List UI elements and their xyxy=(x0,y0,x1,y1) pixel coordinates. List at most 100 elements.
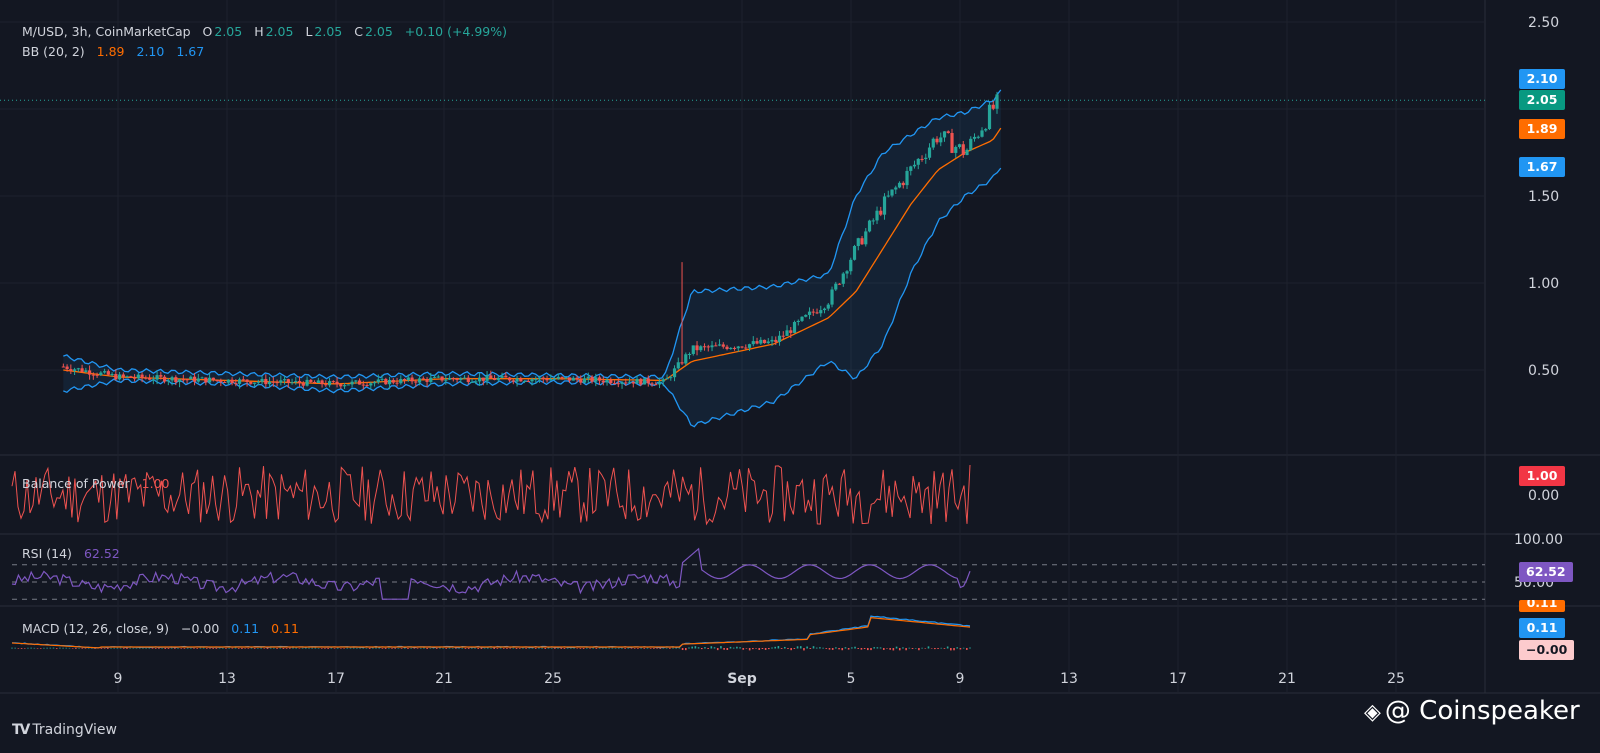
candle-body xyxy=(916,158,920,165)
macd-histogram-bar xyxy=(308,647,310,649)
x-tick-label: 17 xyxy=(1169,671,1187,687)
macd-histogram-bar xyxy=(170,647,173,649)
candle-body xyxy=(680,362,684,364)
candle-body xyxy=(744,347,748,349)
macd-histogram-bar xyxy=(448,647,451,649)
macd-histogram-bar xyxy=(918,648,920,651)
macd-histogram-bar xyxy=(327,648,329,649)
macd-histogram-bar xyxy=(285,648,288,649)
tradingview-logo[interactable]: TV TradingView xyxy=(12,722,117,738)
candle-body xyxy=(301,383,305,386)
bop-tick-label: 0.00 xyxy=(1528,488,1559,504)
macd-histogram-bar xyxy=(557,647,559,649)
macd-histogram-bar xyxy=(336,647,339,649)
candle-body xyxy=(980,130,984,137)
macd-histogram-bar xyxy=(771,647,773,649)
bb-mid-pill: 1.89 xyxy=(1519,119,1565,139)
macd-histogram-bar xyxy=(579,648,582,649)
macd-histogram-bar xyxy=(11,647,13,649)
macd-histogram-bar xyxy=(723,648,725,650)
candle-body xyxy=(882,196,887,215)
candle-body xyxy=(837,283,842,285)
macd-histogram-bar xyxy=(691,646,693,649)
candle-body xyxy=(294,381,298,383)
macd-histogram-bar xyxy=(343,648,345,649)
candle-body xyxy=(106,371,110,375)
bb-legend-upper: 2.10 xyxy=(136,44,165,59)
macd-histogram-bar xyxy=(84,648,87,649)
symbol-legend[interactable]: M/USD, 3h, CoinMarketCap O 2.05 H 2.05 L 2.… xyxy=(22,24,509,40)
macd-histogram-bar xyxy=(835,647,837,649)
macd-histogram-bar xyxy=(867,648,869,651)
candle-body xyxy=(777,335,782,342)
candle-body xyxy=(459,378,463,380)
candle-body xyxy=(687,353,692,355)
bb-legend[interactable]: BB (20, 2) 1.89 2.10 1.67 xyxy=(22,44,206,60)
candle-body xyxy=(455,378,459,380)
candle-body xyxy=(181,379,185,381)
candle-body xyxy=(954,147,958,153)
candle-body xyxy=(867,220,872,232)
macd-histogram-bar xyxy=(381,648,384,649)
candle-body xyxy=(826,304,830,309)
candle-body xyxy=(785,330,789,336)
macd-histogram-bar xyxy=(790,648,792,651)
candle-body xyxy=(185,379,189,381)
macd-histogram-bar xyxy=(659,648,662,649)
macd-histogram-bar xyxy=(812,646,815,649)
ohlc-c-value: 2.05 xyxy=(364,24,393,39)
macd-histogram-bar xyxy=(365,647,368,649)
candle-body xyxy=(316,380,320,384)
x-tick-label: 25 xyxy=(1387,671,1405,687)
macd-histogram-bar xyxy=(289,648,291,649)
macd-histogram-bar xyxy=(30,647,32,649)
rsi-legend[interactable]: RSI (14) 62.52 xyxy=(22,546,122,562)
candle-body xyxy=(699,346,703,351)
candle-body xyxy=(792,321,797,333)
candle-body xyxy=(384,378,388,385)
x-tick-label: 21 xyxy=(1278,671,1296,687)
macd-histogram-bar xyxy=(429,647,432,649)
candle-body xyxy=(987,104,992,130)
macd-histogram-bar xyxy=(953,648,955,651)
candle-body xyxy=(346,384,350,386)
bop-legend[interactable]: Balance of Power 1.00 xyxy=(22,476,171,492)
macd-histogram-bar xyxy=(870,648,872,651)
macd-histogram-bar xyxy=(257,647,259,649)
candle-body xyxy=(485,375,489,381)
macd-histogram-bar xyxy=(273,647,275,649)
macd-histogram-bar xyxy=(774,646,777,649)
candle-body xyxy=(972,136,977,139)
candle-body xyxy=(639,378,643,385)
candle-body xyxy=(275,382,279,384)
macd-histogram-bar xyxy=(49,647,52,649)
macd-histogram-bar xyxy=(761,648,764,650)
candlesticks xyxy=(61,91,999,390)
price-tick-label: 0.50 xyxy=(1528,363,1559,379)
candle-body xyxy=(444,379,448,381)
candle-body xyxy=(710,345,714,348)
macd-histogram-bar xyxy=(710,646,713,649)
candle-body xyxy=(541,377,545,379)
candle-body xyxy=(901,182,905,186)
macd-histogram-bar xyxy=(164,648,167,649)
macd-histogram-bar xyxy=(209,648,211,649)
macd-histogram-bar xyxy=(605,647,607,649)
candle-body xyxy=(440,376,444,381)
macd-histogram-bar xyxy=(656,648,658,649)
macd-legend[interactable]: MACD (12, 26, close, 9) −0.00 0.11 0.11 xyxy=(22,621,301,637)
candle-body xyxy=(470,381,474,383)
candle-body xyxy=(755,341,759,344)
macd-histogram-bar xyxy=(263,648,266,649)
macd-histogram-bar xyxy=(755,648,757,649)
macd-histogram-bar xyxy=(384,648,387,649)
macd-histogram-bar xyxy=(924,648,927,649)
macd-histogram-bar xyxy=(627,647,630,649)
candle-body xyxy=(477,377,482,382)
macd-histogram-bar xyxy=(697,647,700,649)
candle-body xyxy=(331,381,335,383)
tradingview-label: TradingView xyxy=(32,722,117,738)
candle-body xyxy=(534,378,538,380)
candle-body xyxy=(95,374,99,376)
